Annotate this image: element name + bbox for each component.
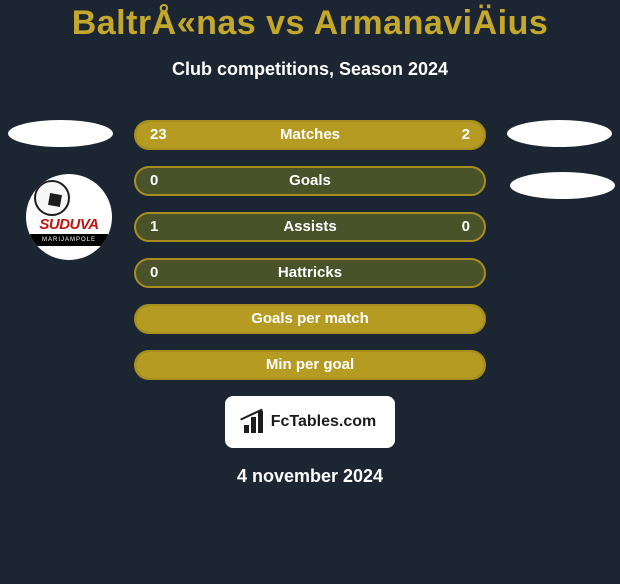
left-player-placeholder [8, 120, 113, 147]
stat-label: Min per goal [136, 352, 484, 378]
club-subtext: MARIJAMPOLE [30, 234, 108, 246]
left-club-logo: SUDUVA MARIJAMPOLE [26, 174, 112, 260]
stat-value-left: 0 [136, 168, 172, 194]
stat-value-left: 0 [136, 260, 172, 286]
stat-row-goals: Goals0 [134, 166, 486, 196]
club-name: SUDUVA [30, 216, 108, 233]
stat-label: Matches [136, 122, 484, 148]
stat-value-left: 1 [136, 214, 172, 240]
page-subtitle: Club competitions, Season 2024 [0, 59, 620, 80]
stat-row-goals-per-match: Goals per match [134, 304, 486, 334]
right-player-placeholder [507, 120, 612, 147]
page-title: BaltrÅ«nas vs ArmanaviÄius [0, 4, 620, 43]
stat-value-left: 23 [136, 122, 181, 148]
stat-bars: Matches232Goals0Assists10Hattricks0Goals… [134, 120, 486, 380]
stat-label: Hattricks [136, 260, 484, 286]
stat-row-hattricks: Hattricks0 [134, 258, 486, 288]
right-club-placeholder [510, 172, 615, 199]
stat-label: Goals per match [136, 306, 484, 332]
snapshot-date: 4 november 2024 [0, 466, 620, 487]
fctables-text: FcTables.com [271, 413, 377, 431]
stat-row-matches: Matches23 2 [134, 120, 486, 150]
stat-label: Assists [136, 214, 484, 240]
stat-value-right: 2 [448, 122, 484, 148]
stat-row-assists: Assists1 0 [134, 212, 486, 242]
bar-chart-icon [244, 411, 266, 433]
stat-label: Goals [136, 168, 484, 194]
comparison-panel: SUDUVA MARIJAMPOLE Matches232Goals0Assis… [0, 120, 620, 487]
stat-row-min-per-goal: Min per goal [134, 350, 486, 380]
stat-value-right: 0 [448, 214, 484, 240]
soccer-ball-icon [34, 180, 70, 216]
fctables-badge: FcTables.com [225, 396, 395, 448]
